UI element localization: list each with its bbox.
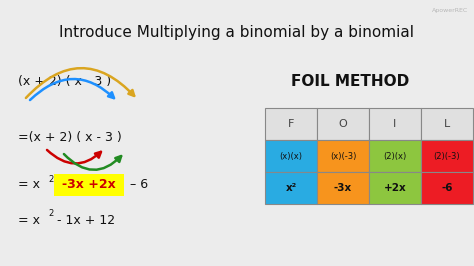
- Bar: [317, 172, 369, 204]
- Bar: [317, 108, 369, 140]
- Text: -6: -6: [441, 183, 453, 193]
- Text: -3x +2x: -3x +2x: [62, 178, 116, 192]
- Text: = x: = x: [18, 214, 40, 227]
- Text: – 6: – 6: [126, 178, 148, 192]
- Text: (x + 2) ( x - 3 ): (x + 2) ( x - 3 ): [18, 76, 111, 89]
- Text: 2: 2: [48, 210, 53, 218]
- Bar: [317, 140, 369, 172]
- Bar: [421, 140, 473, 172]
- Text: F: F: [288, 119, 294, 129]
- Text: Introduce Multiplying a binomial by a binomial: Introduce Multiplying a binomial by a bi…: [60, 24, 414, 39]
- Text: - 1x + 12: - 1x + 12: [53, 214, 115, 227]
- FancyBboxPatch shape: [54, 174, 124, 196]
- Bar: [265, 108, 317, 140]
- Bar: [369, 108, 421, 140]
- Text: O: O: [338, 119, 347, 129]
- Text: (2)(x): (2)(x): [383, 152, 407, 160]
- Text: FOIL METHOD: FOIL METHOD: [291, 74, 409, 89]
- Bar: [369, 140, 421, 172]
- Text: =(x + 2) ( x - 3 ): =(x + 2) ( x - 3 ): [18, 131, 122, 144]
- Text: (x)(-3): (x)(-3): [330, 152, 356, 160]
- Text: L: L: [444, 119, 450, 129]
- Text: (2)(-3): (2)(-3): [434, 152, 460, 160]
- Bar: [265, 172, 317, 204]
- Text: x²: x²: [285, 183, 297, 193]
- Text: -3x: -3x: [334, 183, 352, 193]
- Bar: [369, 172, 421, 204]
- Text: +2x: +2x: [383, 183, 406, 193]
- Text: I: I: [393, 119, 397, 129]
- Text: = x: = x: [18, 178, 40, 192]
- Text: ApowerREC: ApowerREC: [432, 8, 468, 13]
- Bar: [421, 172, 473, 204]
- Bar: [421, 108, 473, 140]
- Text: 2: 2: [48, 174, 53, 184]
- Text: (x)(x): (x)(x): [280, 152, 302, 160]
- Bar: [265, 140, 317, 172]
